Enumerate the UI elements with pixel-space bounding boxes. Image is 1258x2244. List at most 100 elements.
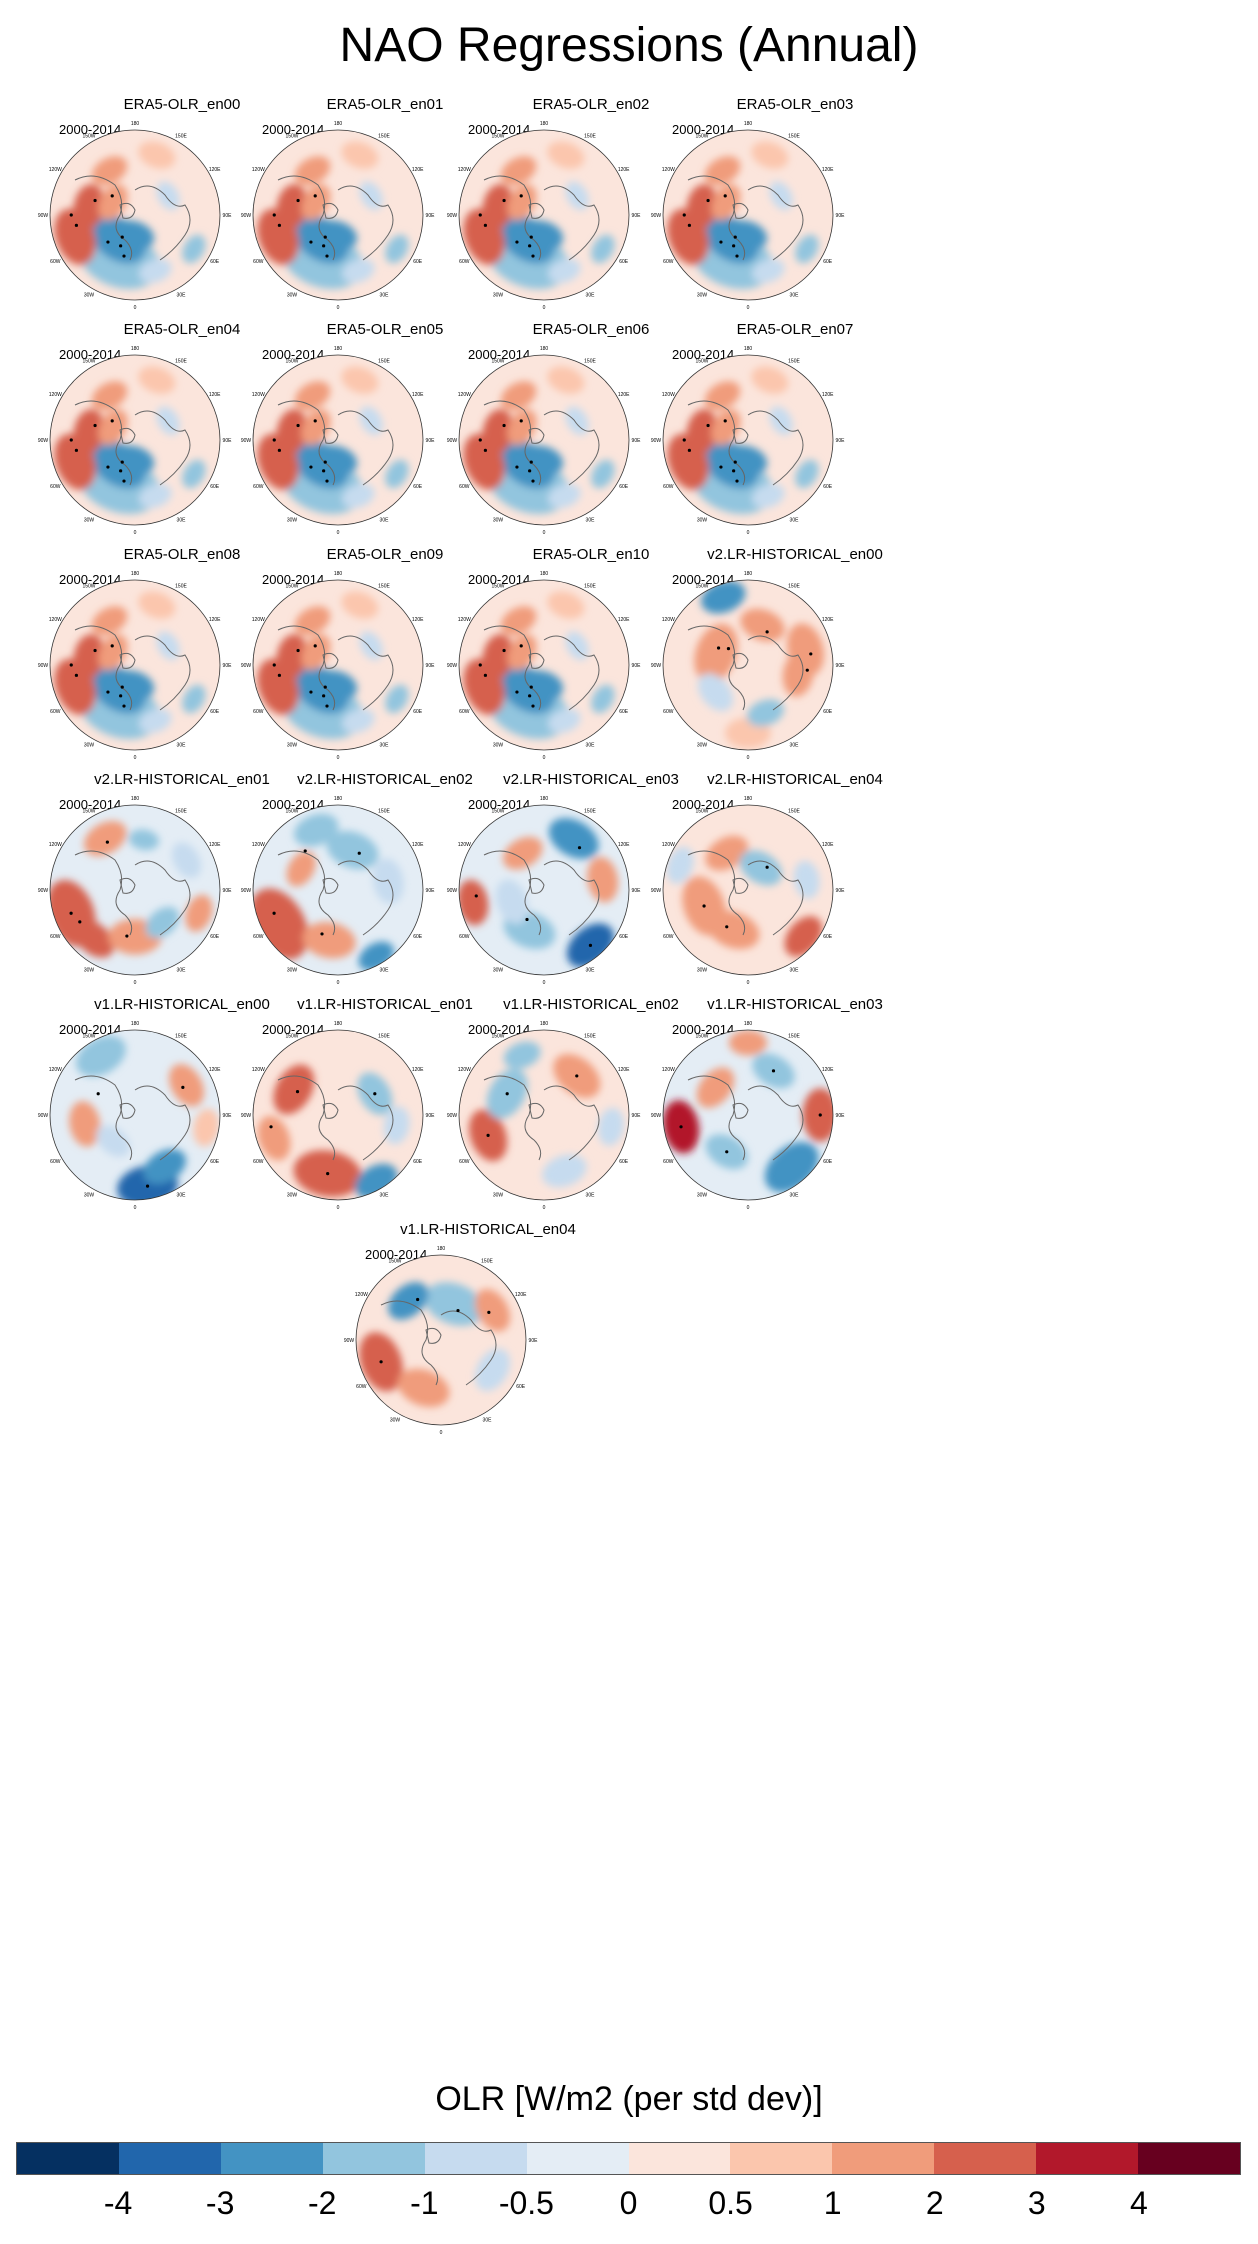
coastline-eurasia <box>747 410 804 486</box>
significance-dot <box>322 469 326 473</box>
coastline-greenland <box>119 877 136 894</box>
anomaly-region <box>385 459 409 489</box>
panel-title: v2.LR-HISTORICAL_en00 <box>707 546 883 563</box>
longitude-label: 0 <box>543 305 546 311</box>
longitude-label: 150E <box>378 133 390 139</box>
anomaly-region <box>145 906 180 939</box>
significance-dot <box>269 1125 273 1129</box>
longitude-label: 60W <box>50 484 61 490</box>
significance-dot <box>69 663 73 667</box>
longitude-label: 90E <box>426 663 436 669</box>
significance-dot <box>577 846 582 850</box>
anomaly-region <box>769 406 793 436</box>
significance-dot <box>323 235 327 239</box>
longitude-label: 30W <box>493 518 504 524</box>
colorbar-segment <box>322 2143 425 2174</box>
coastlines <box>687 1075 804 1161</box>
significance-dot <box>125 934 129 938</box>
anomaly-region <box>182 684 206 714</box>
significance-dot <box>733 235 737 239</box>
coastline-north-america <box>380 1300 439 1386</box>
polar-map: 180 150E 120E 90E 60E 30E 0 30W 60W 90W 120W 150W <box>241 121 435 311</box>
coastline-eurasia <box>543 635 600 711</box>
longitude-label: 120E <box>412 617 424 623</box>
coastline-greenland <box>119 202 136 219</box>
longitude-label: 60E <box>516 1384 526 1390</box>
anomaly-region <box>782 651 814 697</box>
significance-dot <box>69 213 73 217</box>
significance-dot <box>478 663 482 667</box>
longitude-label: 60W <box>663 709 674 715</box>
longitude-label: 60E <box>413 709 423 715</box>
colorbar-tick-label: -4 <box>103 2185 133 2221</box>
significance-dot <box>486 1133 490 1137</box>
longitude-label: 60E <box>619 259 629 265</box>
coastline-eurasia <box>440 1310 497 1386</box>
longitude-label: 120W <box>49 617 62 623</box>
longitude-label: 30W <box>697 968 708 974</box>
anomaly-region <box>475 1348 511 1392</box>
anomaly-region <box>359 406 383 436</box>
polar-map: 180 150E 120E 90E 60E 30E 0 30W 60W 90W 120W 150W <box>38 346 232 536</box>
longitude-label: 30E <box>177 1193 187 1199</box>
longitude-label: 120E <box>209 617 221 623</box>
colorbar-tick-label: 4 <box>1130 2185 1148 2221</box>
longitude-label: 30W <box>493 968 504 974</box>
map-panel: v2.LR-HISTORICAL_en02 2000-2014 180 150E 120… <box>241 771 520 1071</box>
panel-title: ERA5-OLR_en08 <box>123 546 241 563</box>
anomaly-region <box>507 409 537 445</box>
significance-dot <box>106 690 110 694</box>
longitude-label: 0 <box>747 1205 750 1211</box>
significance-dot <box>483 673 488 677</box>
colorbar-tick-label: 1 <box>823 2185 842 2221</box>
coastlines <box>277 400 394 486</box>
longitude-label: 60W <box>663 484 674 490</box>
coastline-eurasia <box>747 635 804 711</box>
anomaly-region <box>108 220 155 252</box>
longitude-label: 150W <box>82 583 95 589</box>
colorbar-tick-label: -2 <box>308 2185 337 2221</box>
longitude-label: 60W <box>253 484 264 490</box>
coastline-eurasia <box>747 860 804 936</box>
longitude-label: 90W <box>447 213 458 219</box>
significance-dot <box>723 419 727 423</box>
coastline-greenland <box>732 427 749 444</box>
longitude-label: 90E <box>632 888 642 894</box>
panel-period: 2000-2014 <box>672 797 735 812</box>
colorbar-segment <box>118 2143 221 2174</box>
longitude-label: 0 <box>134 980 137 986</box>
longitude-label: 90E <box>426 888 436 894</box>
longitude-label: 180 <box>540 346 549 352</box>
longitude-label: 60E <box>413 484 423 490</box>
significance-dot <box>719 465 723 469</box>
longitude-label: 150E <box>584 583 596 589</box>
significance-dot <box>309 240 313 244</box>
panel-period: 2000-2014 <box>262 122 325 137</box>
significance-dot <box>379 1360 383 1364</box>
coastline-greenland <box>322 1102 339 1119</box>
longitude-label: 60W <box>663 934 674 940</box>
longitude-label: 180 <box>744 796 753 802</box>
coastline-eurasia <box>543 410 600 486</box>
anomaly-region <box>740 608 785 642</box>
anomaly-region <box>507 634 537 670</box>
coastline-eurasia <box>747 1085 804 1161</box>
significance-dot <box>296 198 300 203</box>
anomaly-region <box>565 181 589 211</box>
significance-dot <box>106 240 110 244</box>
significance-dot <box>726 647 731 651</box>
coastlines <box>483 175 600 261</box>
longitude-label: 30E <box>177 293 187 299</box>
longitude-label: 180 <box>744 346 753 352</box>
significance-dot <box>771 1069 776 1073</box>
longitude-label: 30E <box>483 1418 493 1424</box>
map-panel: ERA5-OLR_en09 2000-2014 180 150E 120E 90E 60E 3… <box>241 546 520 846</box>
anomaly-region <box>696 1067 735 1108</box>
anomaly-region <box>294 606 331 636</box>
map-border <box>49 804 221 976</box>
anomaly-region <box>686 409 718 455</box>
anomaly-region <box>701 580 746 614</box>
panel-title: v1.LR-HISTORICAL_en00 <box>94 996 270 1013</box>
longitude-label: 120E <box>515 1292 527 1298</box>
figure-title: NAO Regressions (Annual) <box>339 19 919 72</box>
